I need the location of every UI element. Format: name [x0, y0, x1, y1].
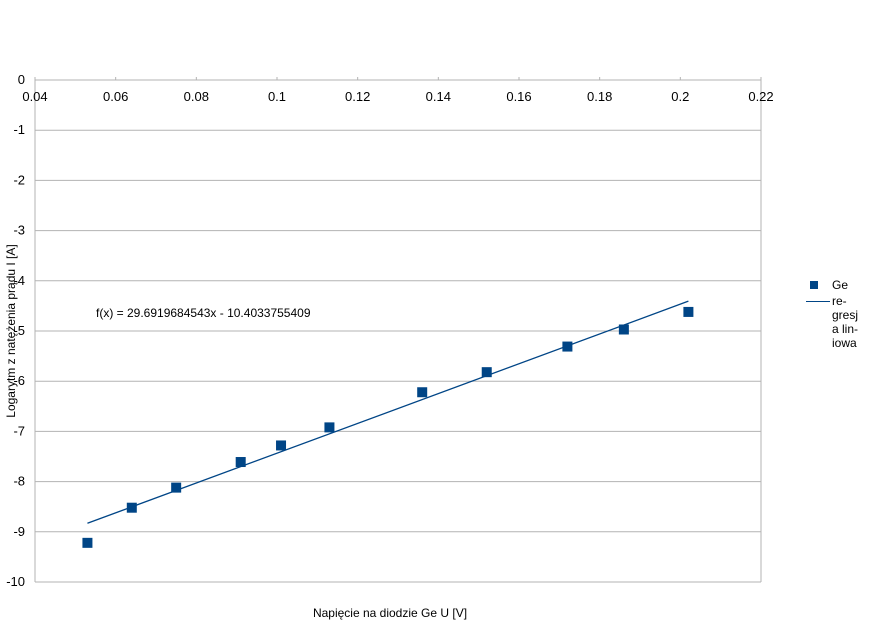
- axes: [34, 77, 762, 582]
- y-tick-label: -2: [13, 172, 25, 187]
- y-tick-label: -3: [13, 223, 25, 238]
- y-tick-label: -1: [13, 122, 25, 137]
- x-tick-label: 0.08: [184, 89, 209, 104]
- data-point: [683, 306, 694, 317]
- legend-item-ge: Ge: [806, 278, 876, 292]
- y-axis-tick-labels: 0 -1 -2 -3 -4 -5 -6 -7 -8 -9 -10: [6, 72, 25, 589]
- x-tick-label: 0.2: [671, 89, 689, 104]
- x-axis-title: Napięcie na diodzie Ge U [V]: [313, 606, 467, 620]
- legend-marker-square-icon: [806, 278, 832, 292]
- legend-label-ge: Ge: [832, 278, 849, 292]
- x-tick-label: 0.14: [426, 89, 451, 104]
- legend-item-regression: re- gresj a lin- iowa: [806, 294, 876, 350]
- trendline-equation: f(x) = 29.6919684543x - 10.4033755409: [96, 306, 311, 320]
- grid-lines: [35, 79, 761, 583]
- data-points: [82, 306, 694, 548]
- data-point: [276, 440, 287, 451]
- y-tick-label: -9: [13, 524, 25, 539]
- regression-line: [87, 300, 689, 524]
- data-point: [171, 482, 182, 493]
- x-tick-label: 0.04: [22, 89, 47, 104]
- y-tick-label: -4: [13, 273, 25, 288]
- legend-line-icon: [806, 294, 832, 308]
- y-tick-label: -10: [6, 574, 25, 589]
- x-tick-label: 0.18: [587, 89, 612, 104]
- x-tick-label: 0.1: [268, 89, 286, 104]
- y-tick-label: 0: [18, 72, 25, 87]
- legend-label-regression: re- gresj a lin- iowa: [832, 294, 859, 350]
- data-point: [126, 502, 137, 513]
- x-tick-label: 0.22: [748, 89, 773, 104]
- y-tick-label: -7: [13, 423, 25, 438]
- data-point: [235, 457, 246, 468]
- x-tick-label: 0.16: [506, 89, 531, 104]
- data-point: [324, 422, 335, 433]
- data-point: [481, 367, 492, 378]
- y-tick-label: -8: [13, 474, 25, 489]
- data-point: [618, 324, 629, 335]
- legend: Ge re- gresj a lin- iowa: [806, 278, 876, 352]
- y-tick-label: -6: [13, 373, 25, 388]
- y-axis-title: Logarytm z natężenia prądu I [A]: [4, 244, 18, 417]
- trendline: [87, 300, 689, 524]
- x-tick-label: 0.06: [103, 89, 128, 104]
- data-point: [562, 341, 573, 352]
- x-tick-label: 0.12: [345, 89, 370, 104]
- data-point: [82, 537, 93, 548]
- data-point: [417, 387, 428, 398]
- y-tick-label: -5: [13, 323, 25, 338]
- x-axis-tick-labels: 0.04 0.06 0.08 0.1 0.12 0.14 0.16 0.18 0.2 0.22: [22, 89, 773, 104]
